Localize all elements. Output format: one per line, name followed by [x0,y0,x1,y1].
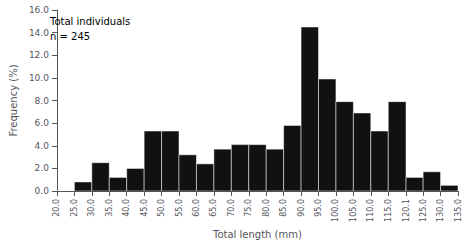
svg-text:10.0: 10.0 [29,73,49,83]
svg-text:50.0: 50.0 [157,199,166,217]
svg-text:Total individuals: Total individuals [49,16,130,27]
svg-text:45.0: 45.0 [140,199,149,217]
svg-text:40.0: 40.0 [122,199,131,217]
svg-text:135.0: 135.0 [454,199,463,222]
svg-text:65.0: 65.0 [209,199,218,217]
svg-text:25.0: 25.0 [70,199,79,217]
svg-text:115.0: 115.0 [384,199,393,222]
svg-text:Total length (mm): Total length (mm) [212,229,302,240]
svg-text:0.0: 0.0 [35,186,50,196]
svg-text:20.0: 20.0 [52,199,61,217]
svg-text:30.0: 30.0 [87,199,96,217]
svg-text:60.0: 60.0 [192,199,201,217]
svg-text:110.0: 110.0 [366,199,375,222]
svg-text:8.0: 8.0 [35,96,50,106]
svg-text:12.0: 12.0 [29,50,49,60]
svg-text:75.0: 75.0 [244,199,253,217]
svg-text:100.0: 100.0 [331,199,340,222]
svg-text:95.0: 95.0 [314,199,323,217]
svg-text:Frequency (%): Frequency (%) [8,64,19,136]
svg-text:105.0: 105.0 [349,199,358,222]
svg-text:90.0: 90.0 [297,199,306,217]
svg-text:2.0: 2.0 [35,163,50,173]
svg-text:80.0: 80.0 [262,199,271,217]
svg-text:35.0: 35.0 [105,199,114,217]
svg-text:125.0: 125.0 [419,199,428,222]
svg-text:6.0: 6.0 [35,118,50,128]
svg-text:70.0: 70.0 [227,199,236,217]
svg-text:55.0: 55.0 [175,199,184,217]
svg-text:4.0: 4.0 [35,141,50,151]
svg-text:130.0: 130.0 [436,199,445,222]
svg-text:85.0: 85.0 [279,199,288,217]
svg-text:120.1: 120.1 [402,199,411,222]
svg-text:n = 245: n = 245 [50,31,90,42]
svg-text:14.0: 14.0 [29,28,49,38]
svg-text:16.0: 16.0 [29,5,49,15]
